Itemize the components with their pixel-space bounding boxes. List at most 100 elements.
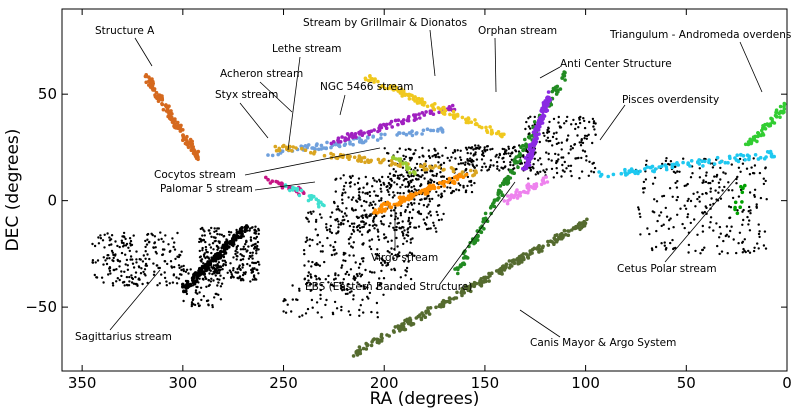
background-star-point xyxy=(409,277,413,281)
acheron-point xyxy=(264,175,268,180)
background-star-point xyxy=(110,243,113,246)
structure-a-pointer xyxy=(134,37,153,67)
orphan-point xyxy=(478,226,483,230)
background-star-point xyxy=(748,173,752,176)
background-star-point xyxy=(514,149,517,152)
background-star-point xyxy=(342,222,345,226)
acheron-pointer xyxy=(259,81,293,113)
background-star-point xyxy=(111,284,115,287)
background-star-point xyxy=(93,244,97,248)
background-star-point xyxy=(104,259,107,262)
background-star-point xyxy=(689,221,692,225)
structure-a-point xyxy=(145,74,149,79)
background-star-point xyxy=(370,203,373,207)
background-star-point xyxy=(222,234,226,238)
cetus-point xyxy=(733,207,737,212)
sagittarius-point xyxy=(235,230,240,235)
background-star-point xyxy=(720,250,724,253)
background-star-point xyxy=(428,197,431,201)
background-star-point xyxy=(164,234,167,237)
background-star-point xyxy=(392,257,395,260)
background-star-point xyxy=(708,226,711,229)
background-star-point xyxy=(232,276,235,279)
background-star-point xyxy=(325,298,328,302)
background-star-point xyxy=(450,191,453,195)
background-star-point xyxy=(396,174,400,177)
lethe-point xyxy=(437,165,441,169)
styx-point xyxy=(351,142,355,147)
cocytos-point xyxy=(397,158,402,163)
background-star-point xyxy=(169,260,173,263)
background-star-point xyxy=(467,159,470,162)
background-star-point xyxy=(525,149,528,153)
background-star-point xyxy=(211,242,215,245)
background-star-point xyxy=(148,257,151,261)
x-tick-label: 200 xyxy=(370,374,399,392)
lethe-point xyxy=(329,151,333,156)
structure-a-point xyxy=(188,137,193,142)
background-star-point xyxy=(124,244,128,247)
background-star-point xyxy=(358,308,361,312)
background-star-point xyxy=(737,166,741,169)
background-star-point xyxy=(715,222,718,225)
background-star-point xyxy=(122,244,126,247)
pisces-point xyxy=(707,160,711,165)
structure-a-point xyxy=(171,118,175,122)
background-star-point xyxy=(389,214,393,217)
background-star-point xyxy=(399,211,402,215)
background-star-point xyxy=(210,277,213,280)
background-star-point xyxy=(419,183,423,186)
grillmair-point xyxy=(407,97,412,101)
background-star-point xyxy=(350,222,354,225)
background-star-point xyxy=(719,232,722,235)
background-star-point xyxy=(731,189,734,192)
canis-major-point xyxy=(552,236,556,240)
background-star-point xyxy=(504,150,507,153)
background-star-point xyxy=(439,171,442,174)
background-star-point xyxy=(352,196,355,199)
grillmair-annotation: Stream by Grillmair & Dionatos xyxy=(303,17,467,29)
background-star-point xyxy=(251,251,254,254)
background-star-point xyxy=(153,270,156,273)
background-star-point xyxy=(236,267,239,271)
background-star-point xyxy=(334,190,337,193)
orphan-point xyxy=(482,217,487,221)
palomar5-point xyxy=(309,194,313,198)
background-star-point xyxy=(193,303,197,307)
virgo-point xyxy=(443,180,447,184)
background-star-point xyxy=(403,229,406,232)
background-star-point xyxy=(342,278,345,281)
background-star-point xyxy=(748,229,752,232)
styx-point xyxy=(375,138,380,142)
background-star-point xyxy=(282,299,285,303)
canis-major-point xyxy=(361,346,366,351)
background-star-point xyxy=(639,215,642,219)
background-star-point xyxy=(438,204,441,207)
pisces-point xyxy=(651,169,655,173)
background-star-point xyxy=(464,189,468,192)
canis-major-point xyxy=(580,221,584,225)
background-star-point xyxy=(492,164,495,167)
background-star-point xyxy=(402,192,405,195)
background-star-point xyxy=(383,261,387,264)
anticenter-point xyxy=(524,166,529,170)
background-star-point xyxy=(416,211,420,214)
background-star-point xyxy=(99,234,102,237)
background-star-point xyxy=(334,240,337,244)
background-star-point xyxy=(465,148,469,151)
background-star-point xyxy=(368,270,372,273)
background-star-point xyxy=(651,182,655,185)
background-star-point xyxy=(210,251,213,255)
background-star-point xyxy=(459,162,463,165)
background-star-point xyxy=(696,233,699,236)
background-star-point xyxy=(309,210,312,214)
background-star-point xyxy=(358,198,362,201)
anticenter-point xyxy=(533,138,537,143)
x-tick-label: 300 xyxy=(169,374,198,392)
background-star-point xyxy=(396,191,399,195)
virgo-point xyxy=(425,187,430,191)
background-star-point xyxy=(161,248,165,251)
background-star-point xyxy=(160,237,163,241)
background-star-point xyxy=(203,255,206,258)
background-star-point xyxy=(469,152,472,155)
